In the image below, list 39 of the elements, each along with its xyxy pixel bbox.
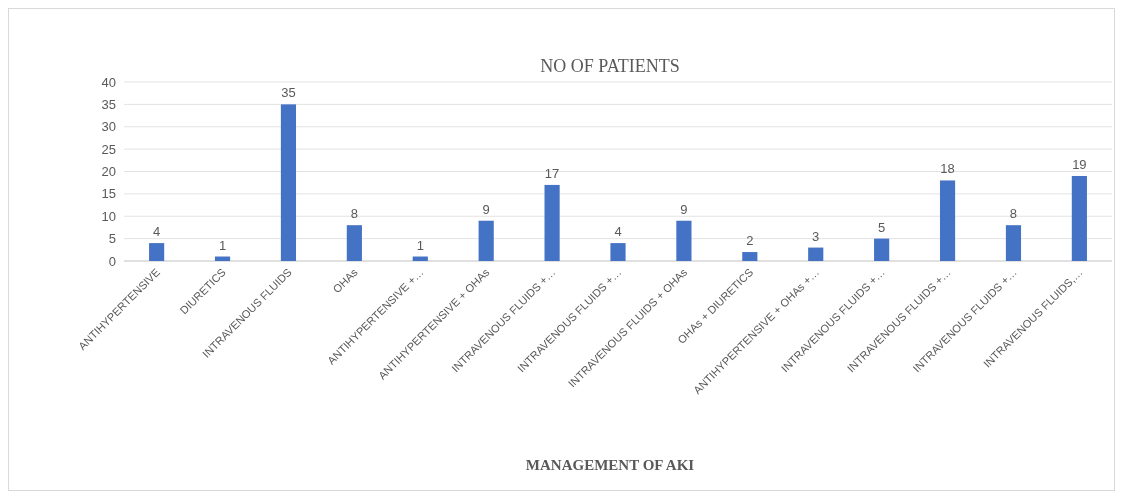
bar: [742, 252, 758, 261]
bar: [939, 180, 956, 261]
y-tick-label: 35: [101, 96, 116, 112]
bar: [874, 238, 890, 261]
y-tick-label: 20: [101, 164, 116, 179]
bar: [478, 220, 494, 261]
y-tick-label: 10: [101, 208, 116, 224]
y-tick-label: 0: [108, 253, 116, 269]
data-label: 3: [812, 228, 820, 244]
y-tick-label: 5: [108, 231, 116, 247]
data-label: 1: [218, 237, 227, 253]
data-label: 4: [153, 224, 161, 240]
data-label: 19: [1072, 156, 1087, 172]
data-label: 5: [878, 219, 886, 235]
chart-title: NO OF PATIENTS: [540, 56, 680, 76]
y-tick-label: 25: [101, 141, 116, 157]
data-label: 1: [416, 237, 424, 253]
data-label: 8: [350, 206, 358, 222]
bar: [544, 184, 560, 261]
bar: [149, 243, 165, 261]
data-label: 35: [281, 85, 296, 101]
bar: [1071, 175, 1087, 261]
y-tick-label: 40: [101, 74, 116, 90]
data-label: 9: [482, 201, 490, 217]
data-label: 2: [746, 233, 754, 249]
data-label: 8: [1009, 206, 1018, 222]
bar: [280, 104, 297, 261]
data-label: 9: [680, 201, 688, 217]
data-label: 4: [614, 224, 622, 240]
bar: [1005, 225, 1022, 261]
bar: [676, 220, 692, 261]
bar: [610, 243, 626, 261]
data-label: 18: [940, 161, 955, 177]
x-axis-title: MANAGEMENT OF AKI: [525, 457, 695, 473]
y-tick-label: 30: [101, 119, 116, 135]
bar: [346, 225, 362, 261]
bar: [808, 247, 824, 261]
data-label: 17: [544, 165, 560, 181]
y-tick-label: 15: [101, 186, 116, 202]
